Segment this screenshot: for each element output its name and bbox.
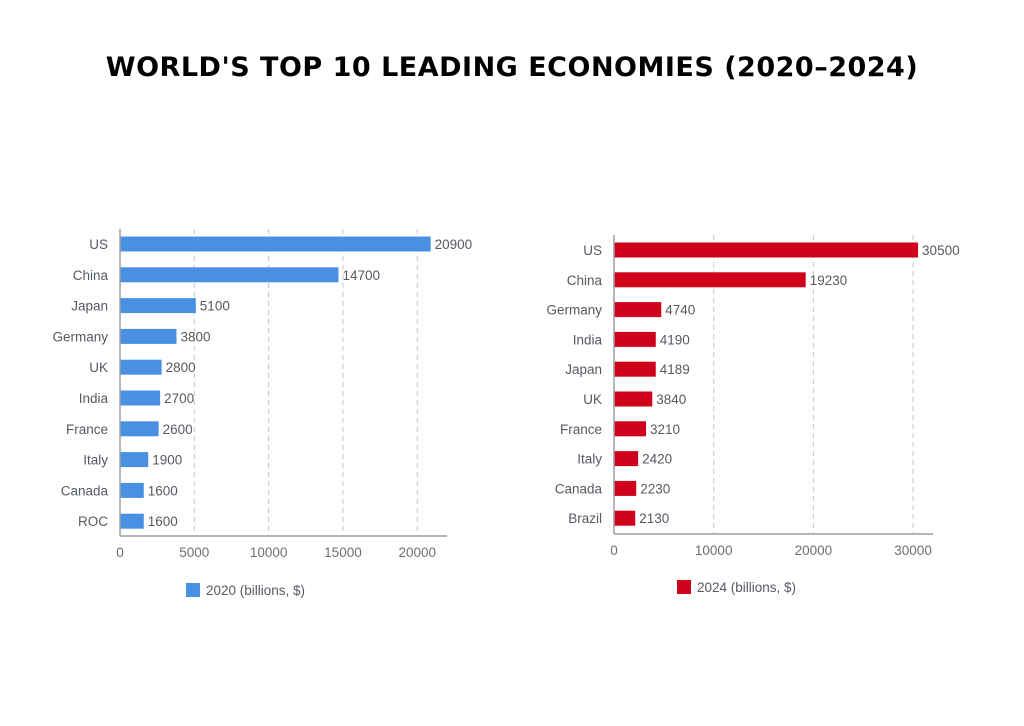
x-tick-label: 30000 — [894, 543, 932, 558]
category-label: UK — [583, 392, 602, 407]
bar — [614, 242, 919, 258]
bar — [614, 480, 637, 496]
bar — [120, 452, 149, 468]
bar — [614, 361, 656, 377]
category-label: India — [79, 391, 109, 406]
x-tick-label: 15000 — [324, 545, 362, 560]
data-label: 2230 — [640, 481, 670, 496]
category-label: UK — [89, 360, 108, 375]
category-label: France — [66, 422, 108, 437]
data-label: 4189 — [660, 362, 690, 377]
data-label: 1600 — [148, 514, 178, 529]
bar — [120, 236, 431, 252]
bar — [614, 421, 646, 437]
legend-swatch — [677, 580, 691, 594]
x-tick-label: 10000 — [695, 543, 733, 558]
category-label: Italy — [83, 453, 108, 468]
data-label: 4190 — [660, 332, 690, 347]
x-tick-label: 20000 — [398, 545, 436, 560]
bar — [120, 390, 161, 406]
category-label: Canada — [61, 483, 109, 498]
category-label: Brazil — [568, 511, 602, 526]
bar — [120, 421, 159, 437]
x-tick-label: 0 — [116, 545, 124, 560]
category-label: Canada — [555, 481, 603, 496]
data-label: 30500 — [922, 243, 960, 258]
bar — [614, 391, 653, 407]
bar — [120, 267, 339, 283]
category-label: India — [573, 332, 603, 347]
data-label: 19230 — [810, 273, 848, 288]
x-tick-label: 20000 — [795, 543, 833, 558]
x-tick-label: 10000 — [250, 545, 288, 560]
legend: 2020 (billions, $) — [186, 583, 305, 598]
bar — [120, 298, 196, 314]
category-label: Germany — [52, 329, 108, 344]
x-tick-label: 0 — [610, 543, 618, 558]
bar — [614, 302, 662, 318]
data-label: 3210 — [650, 422, 680, 437]
bar — [614, 331, 656, 347]
bar — [120, 482, 144, 498]
data-label: 14700 — [342, 268, 380, 283]
data-label: 2130 — [639, 511, 669, 526]
data-label: 5100 — [200, 299, 230, 314]
data-label: 3800 — [180, 329, 210, 344]
data-label: 4740 — [665, 303, 695, 318]
category-label: China — [73, 268, 109, 283]
category-label: China — [567, 273, 603, 288]
category-label: Japan — [71, 299, 108, 314]
data-label: 3840 — [656, 392, 686, 407]
data-label: 2800 — [166, 360, 196, 375]
bar — [120, 513, 144, 529]
category-label: France — [560, 422, 602, 437]
data-label: 2420 — [642, 452, 672, 467]
data-label: 1900 — [152, 453, 182, 468]
chart-2020: 0 5000 10000 15000 20000 US 20900 China 14700 Jap… — [52, 229, 472, 598]
data-label: 20900 — [435, 237, 473, 252]
bar — [614, 451, 639, 467]
bar — [614, 272, 806, 288]
category-label: Japan — [565, 362, 602, 377]
legend-label: 2020 (billions, $) — [206, 583, 305, 598]
page-title: WORLD'S TOP 10 LEADING ECONOMIES (2020–2… — [105, 52, 919, 83]
category-label: Germany — [546, 303, 602, 318]
data-label: 1600 — [148, 483, 178, 498]
data-label: 2700 — [164, 391, 194, 406]
category-label: US — [583, 243, 602, 258]
bar — [120, 359, 162, 375]
x-tick-label: 5000 — [179, 545, 209, 560]
category-label: ROC — [78, 514, 108, 529]
legend-label: 2024 (billions, $) — [697, 580, 796, 595]
bar — [120, 328, 177, 344]
data-label: 2600 — [163, 422, 193, 437]
legend: 2024 (billions, $) — [677, 580, 796, 595]
legend-swatch — [186, 583, 200, 597]
chart-2024: 0 10000 20000 30000 US 30500 China 19230 Germany… — [546, 235, 960, 595]
category-label: US — [89, 237, 108, 252]
category-label: Italy — [577, 452, 602, 467]
bar — [614, 510, 636, 526]
